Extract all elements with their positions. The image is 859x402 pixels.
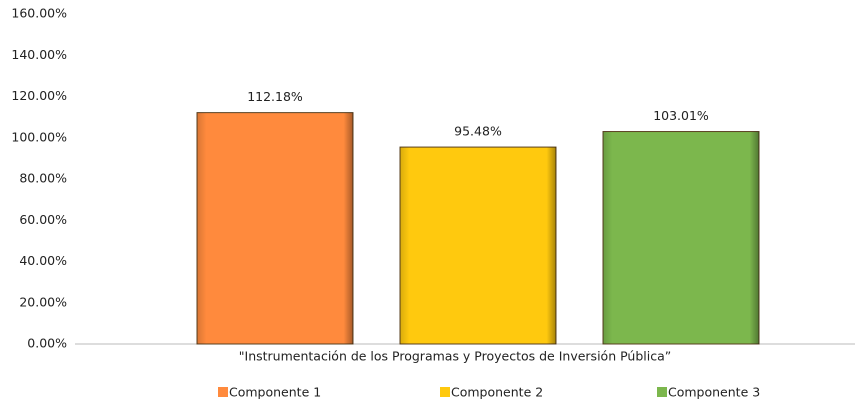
y-tick-label: 120.00%	[11, 88, 67, 103]
x-tick-label: "Instrumentación de los Programas y Proy…	[239, 349, 671, 364]
bar	[602, 131, 760, 345]
y-tick-label: 0.00%	[27, 336, 67, 351]
legend-swatch	[657, 387, 667, 397]
legend-label: Componente 1	[229, 385, 321, 400]
y-tick-label: 140.00%	[11, 47, 67, 62]
value-label: 103.01%	[653, 108, 709, 123]
y-tick-label: 160.00%	[11, 6, 67, 21]
legend-swatch	[218, 387, 228, 397]
legend-swatch	[440, 387, 450, 397]
legend-label: Componente 2	[451, 385, 543, 400]
bar	[196, 112, 354, 345]
y-tick-label: 40.00%	[19, 253, 67, 268]
bar	[399, 146, 557, 345]
value-label: 95.48%	[454, 124, 502, 139]
legend-label: Componente 3	[668, 385, 760, 400]
value-label: 112.18%	[247, 89, 303, 104]
y-tick-label: 80.00%	[19, 171, 67, 186]
y-tick-label: 100.00%	[11, 129, 67, 144]
y-tick-label: 20.00%	[19, 294, 67, 309]
y-tick-label: 60.00%	[19, 212, 67, 227]
